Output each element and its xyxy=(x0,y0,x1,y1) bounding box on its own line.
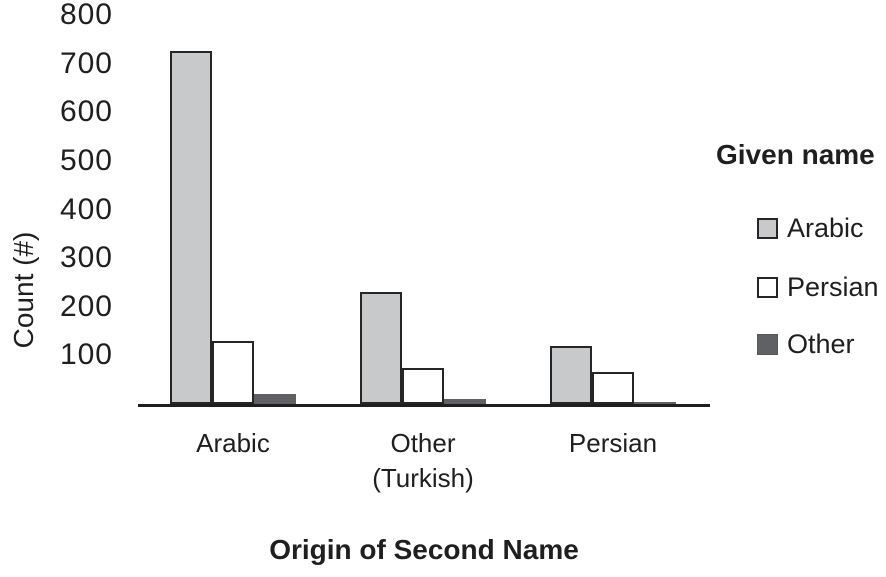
bar-arabic-given-other-turkish-second xyxy=(360,292,402,404)
x-tick-label-line: Arabic xyxy=(196,428,270,458)
y-tick-label-200: 200 xyxy=(59,289,113,323)
bar-arabic-given-persian-second xyxy=(550,346,592,404)
bar-other-given-arabic-second xyxy=(254,394,296,404)
x-tick-label-line: (Turkish) xyxy=(372,463,474,493)
plot-area xyxy=(138,0,710,407)
legend: Given name Arabic Persian Other xyxy=(716,139,886,379)
legend-label-persian: Persian xyxy=(787,271,879,302)
bar-other-given-other-turkish-second xyxy=(444,399,486,404)
bar-persian-given-other-turkish-second xyxy=(402,368,444,404)
y-axis-tick-labels: 800 700 600 500 400 300 200 100 xyxy=(0,0,113,577)
y-tick-label-400: 400 xyxy=(59,192,113,226)
legend-label-arabic: Arabic xyxy=(787,212,864,243)
y-tick-label-700: 700 xyxy=(59,46,113,80)
legend-item-arabic: Arabic xyxy=(757,212,864,243)
bar-persian-given-arabic-second xyxy=(212,341,254,404)
x-tick-label-line: Other xyxy=(390,428,456,458)
legend-swatch-other-icon xyxy=(757,333,778,355)
legend-swatch-arabic-icon xyxy=(757,217,778,239)
legend-label-other: Other xyxy=(787,328,855,359)
legend-swatch-persian-icon xyxy=(757,276,778,298)
bar-other-given-persian-second xyxy=(634,402,676,404)
y-tick-label-600: 600 xyxy=(59,95,113,129)
x-tick-label-line: Persian xyxy=(568,428,658,458)
legend-item-persian: Persian xyxy=(757,271,879,302)
x-tick-label-arabic: Arabic xyxy=(138,426,328,461)
y-tick-label-300: 300 xyxy=(59,241,113,275)
bar-arabic-given-arabic-second xyxy=(170,51,212,404)
y-tick-label-800: 800 xyxy=(59,0,113,31)
x-tick-label-other-turkish: Other (Turkish) xyxy=(328,426,518,496)
y-tick-label-100: 100 xyxy=(59,338,113,372)
legend-title: Given name xyxy=(716,139,875,170)
x-tick-label-persian: Persian xyxy=(518,426,708,461)
y-tick-label-500: 500 xyxy=(59,143,113,177)
legend-item-other: Other xyxy=(757,328,855,359)
bar-persian-given-persian-second xyxy=(592,372,634,404)
x-axis-title: Origin of Second Name xyxy=(269,534,579,565)
